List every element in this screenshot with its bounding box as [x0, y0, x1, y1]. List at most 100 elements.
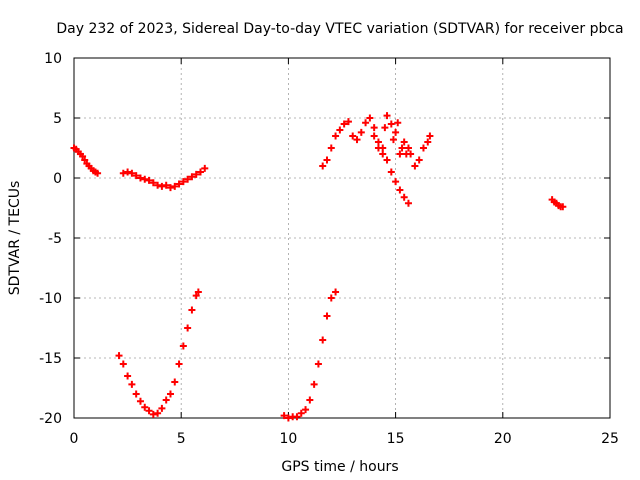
data-point — [149, 179, 157, 187]
data-point — [162, 181, 170, 189]
data-point — [145, 407, 153, 415]
data-point — [149, 410, 157, 418]
data-point — [115, 352, 123, 360]
data-point — [387, 120, 395, 128]
data-point — [336, 126, 344, 134]
data-point — [188, 306, 196, 314]
data-point — [136, 397, 144, 405]
data-point — [184, 175, 192, 183]
y-tick-label: -20 — [39, 411, 62, 427]
data-point — [141, 175, 149, 183]
data-point — [426, 132, 434, 140]
data-point — [141, 403, 149, 411]
data-point — [419, 144, 427, 152]
data-point — [319, 336, 327, 344]
grid — [74, 58, 610, 418]
data-point — [415, 156, 423, 164]
data-point — [370, 124, 378, 132]
data-point — [119, 360, 127, 368]
data-point — [383, 112, 391, 120]
data-point — [323, 312, 331, 320]
data-point — [398, 144, 406, 152]
data-point — [353, 136, 361, 144]
x-tick-label: 20 — [494, 431, 512, 447]
data-point — [145, 176, 153, 184]
y-tick-label: 10 — [44, 51, 62, 67]
data-point — [196, 168, 204, 176]
data-point — [374, 144, 382, 152]
data-point — [404, 144, 412, 152]
data-point — [319, 162, 327, 170]
series-segment-4 — [280, 288, 340, 422]
data-point — [411, 162, 419, 170]
data-point — [392, 128, 400, 136]
data-point — [94, 169, 102, 177]
data-point — [175, 360, 183, 368]
data-point — [362, 119, 370, 127]
series-segment-2 — [119, 164, 209, 192]
data-point — [349, 132, 357, 140]
data-point — [119, 169, 127, 177]
series-segment-3 — [115, 288, 202, 418]
data-point — [559, 203, 567, 211]
series-segment-1 — [70, 144, 102, 177]
data-point — [306, 396, 314, 404]
x-tick-label: 10 — [279, 431, 297, 447]
data-point — [132, 172, 140, 180]
data-point — [387, 168, 395, 176]
data-point — [158, 404, 166, 412]
y-axis-label: SDTVAR / TECUs — [7, 181, 23, 296]
data-point — [400, 193, 408, 201]
data-point — [327, 144, 335, 152]
data-points — [70, 112, 567, 422]
data-point — [383, 156, 391, 164]
y-tick-label: 5 — [53, 111, 62, 127]
data-point — [158, 182, 166, 190]
data-point — [280, 412, 288, 420]
data-point — [166, 184, 174, 192]
y-tick-label: 0 — [53, 171, 62, 187]
data-point — [332, 288, 340, 296]
data-point — [136, 174, 144, 182]
x-tick-label: 5 — [177, 431, 186, 447]
data-point — [132, 390, 140, 398]
y-tick-label: -15 — [39, 351, 62, 367]
data-point — [188, 173, 196, 181]
data-point — [396, 150, 404, 158]
data-point — [381, 124, 389, 132]
x-axis-label: GPS time / hours — [281, 459, 398, 475]
data-point — [179, 178, 187, 186]
data-point — [293, 413, 301, 421]
x-tick-label: 0 — [70, 431, 79, 447]
y-tick-label: -10 — [39, 291, 62, 307]
data-point — [407, 150, 415, 158]
data-point — [171, 182, 179, 190]
data-point — [310, 380, 318, 388]
data-point — [175, 180, 183, 188]
data-point — [166, 390, 174, 398]
data-point — [314, 360, 322, 368]
data-point — [379, 150, 387, 158]
x-tick-label: 15 — [387, 431, 405, 447]
data-point — [128, 380, 136, 388]
data-point — [323, 156, 331, 164]
data-point — [332, 132, 340, 140]
data-point — [201, 164, 209, 172]
data-point — [179, 342, 187, 350]
data-point — [297, 409, 305, 417]
data-point — [404, 199, 412, 207]
data-point — [124, 168, 132, 176]
chart-title: Day 232 of 2023, Sidereal Day-to-day VTE… — [56, 21, 623, 37]
data-point — [392, 178, 400, 186]
data-point — [81, 156, 89, 164]
data-point — [424, 138, 432, 146]
y-axis: -20 -15 -10 -5 0 5 10 — [39, 51, 610, 427]
data-point — [344, 118, 352, 126]
data-point — [340, 120, 348, 128]
data-point — [389, 136, 397, 144]
data-point — [394, 119, 402, 127]
data-point — [366, 114, 374, 122]
data-point — [302, 406, 310, 414]
